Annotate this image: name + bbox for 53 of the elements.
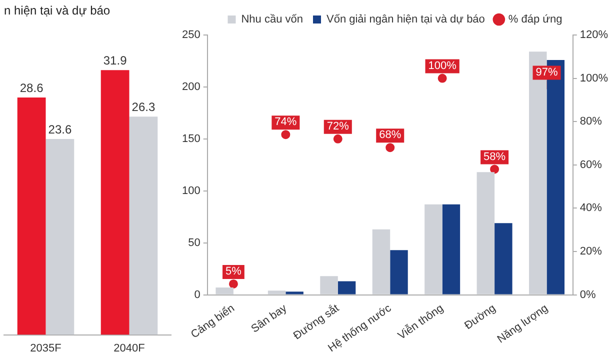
point — [228, 279, 238, 288]
data-label: 5% — [226, 266, 242, 278]
y-tick-label: 50 — [188, 236, 200, 249]
legend-label: % đáp ứng — [508, 14, 562, 26]
bar — [286, 292, 304, 294]
bar — [100, 70, 130, 335]
y2-tick-label: 80% — [580, 116, 602, 128]
point — [438, 74, 447, 83]
legend-label: Nhu cầu vốn — [241, 14, 303, 26]
legend-label: Vốn giải ngân hiện tại và dự báo — [326, 14, 485, 26]
y2-tick-label: 20% — [580, 246, 602, 258]
y2-tick-label: 100% — [580, 72, 608, 84]
bar — [338, 281, 356, 294]
chart-title: n hiện tại và dự báo — [4, 4, 110, 18]
data-label: 58% — [484, 150, 506, 163]
data-label: 28.6 — [20, 80, 44, 95]
x-tick-label: Cảng biển — [188, 302, 237, 341]
y-tick-label: 250 — [182, 29, 200, 42]
y2-tick-label: 120% — [580, 29, 608, 42]
bar — [442, 204, 460, 294]
y-tick-label: 0 — [194, 288, 200, 301]
data-label: 31.9 — [103, 53, 128, 68]
bar — [424, 204, 442, 294]
y-tick-label: 200 — [182, 80, 200, 93]
data-label: 72% — [326, 120, 350, 132]
bar — [268, 290, 286, 294]
x-tick-label: Sân bay — [249, 302, 290, 336]
data-label: 74% — [274, 116, 297, 128]
y2-tick-label: 60% — [580, 158, 602, 171]
bar — [129, 116, 158, 335]
bar — [46, 138, 74, 335]
data-label: 97% — [536, 66, 558, 78]
data-label: 100% — [428, 60, 457, 72]
x-tick-label: 2040F — [114, 342, 146, 354]
data-label: 26.3 — [132, 100, 156, 114]
bar — [372, 229, 390, 294]
point — [333, 134, 342, 144]
y2-tick-label: 0% — [580, 288, 596, 301]
bar — [216, 288, 234, 294]
bar — [390, 250, 408, 294]
data-label: 68% — [379, 129, 402, 142]
bar — [476, 172, 495, 294]
bar — [494, 223, 512, 294]
point — [386, 143, 395, 152]
y2-tick-label: 40% — [580, 202, 602, 214]
x-tick-label: 2035F — [30, 342, 62, 354]
bar — [320, 276, 338, 294]
data-label: 23.6 — [48, 122, 72, 136]
point — [281, 130, 290, 140]
y-tick-label: 150 — [182, 132, 200, 145]
bar — [17, 98, 46, 335]
y-tick-label: 100 — [182, 184, 200, 197]
point — [490, 164, 500, 174]
